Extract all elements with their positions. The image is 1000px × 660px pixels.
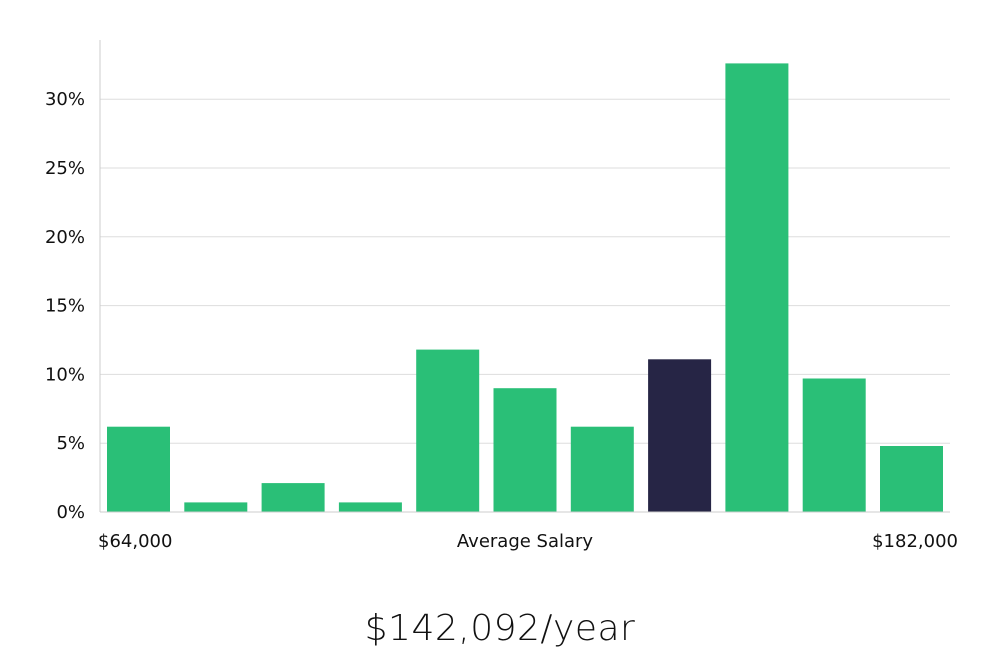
histogram-bar: [493, 388, 557, 512]
bars: [107, 63, 943, 513]
histogram-bar: [261, 483, 325, 512]
y-tick-label: 0%: [56, 502, 85, 523]
histogram-bar: [107, 426, 170, 512]
histogram-bar-highlight: [648, 359, 712, 512]
y-tick-label: 20%: [45, 227, 85, 248]
y-tick-label: 15%: [45, 296, 85, 317]
histogram-bar: [184, 502, 248, 512]
average-salary-value: $142,092/year: [364, 608, 636, 649]
histogram-bar: [338, 502, 402, 512]
y-tick-label: 5%: [56, 433, 85, 454]
y-tick-label: 10%: [45, 364, 85, 385]
histogram-bar: [570, 426, 634, 512]
x-axis-title: Average Salary: [457, 531, 594, 552]
histogram-bar: [802, 378, 866, 512]
histogram-bar: [880, 446, 943, 512]
y-tick-label: 25%: [45, 158, 85, 179]
x-axis-max-label: $182,000: [872, 531, 958, 552]
x-axis-min-label: $64,000: [98, 531, 172, 552]
y-tick-label: 30%: [45, 89, 85, 110]
histogram-bar: [416, 349, 480, 512]
y-axis-ticks: 0% 5% 10% 15% 20% 25% 30%: [45, 89, 85, 523]
histogram-bar: [725, 63, 789, 513]
